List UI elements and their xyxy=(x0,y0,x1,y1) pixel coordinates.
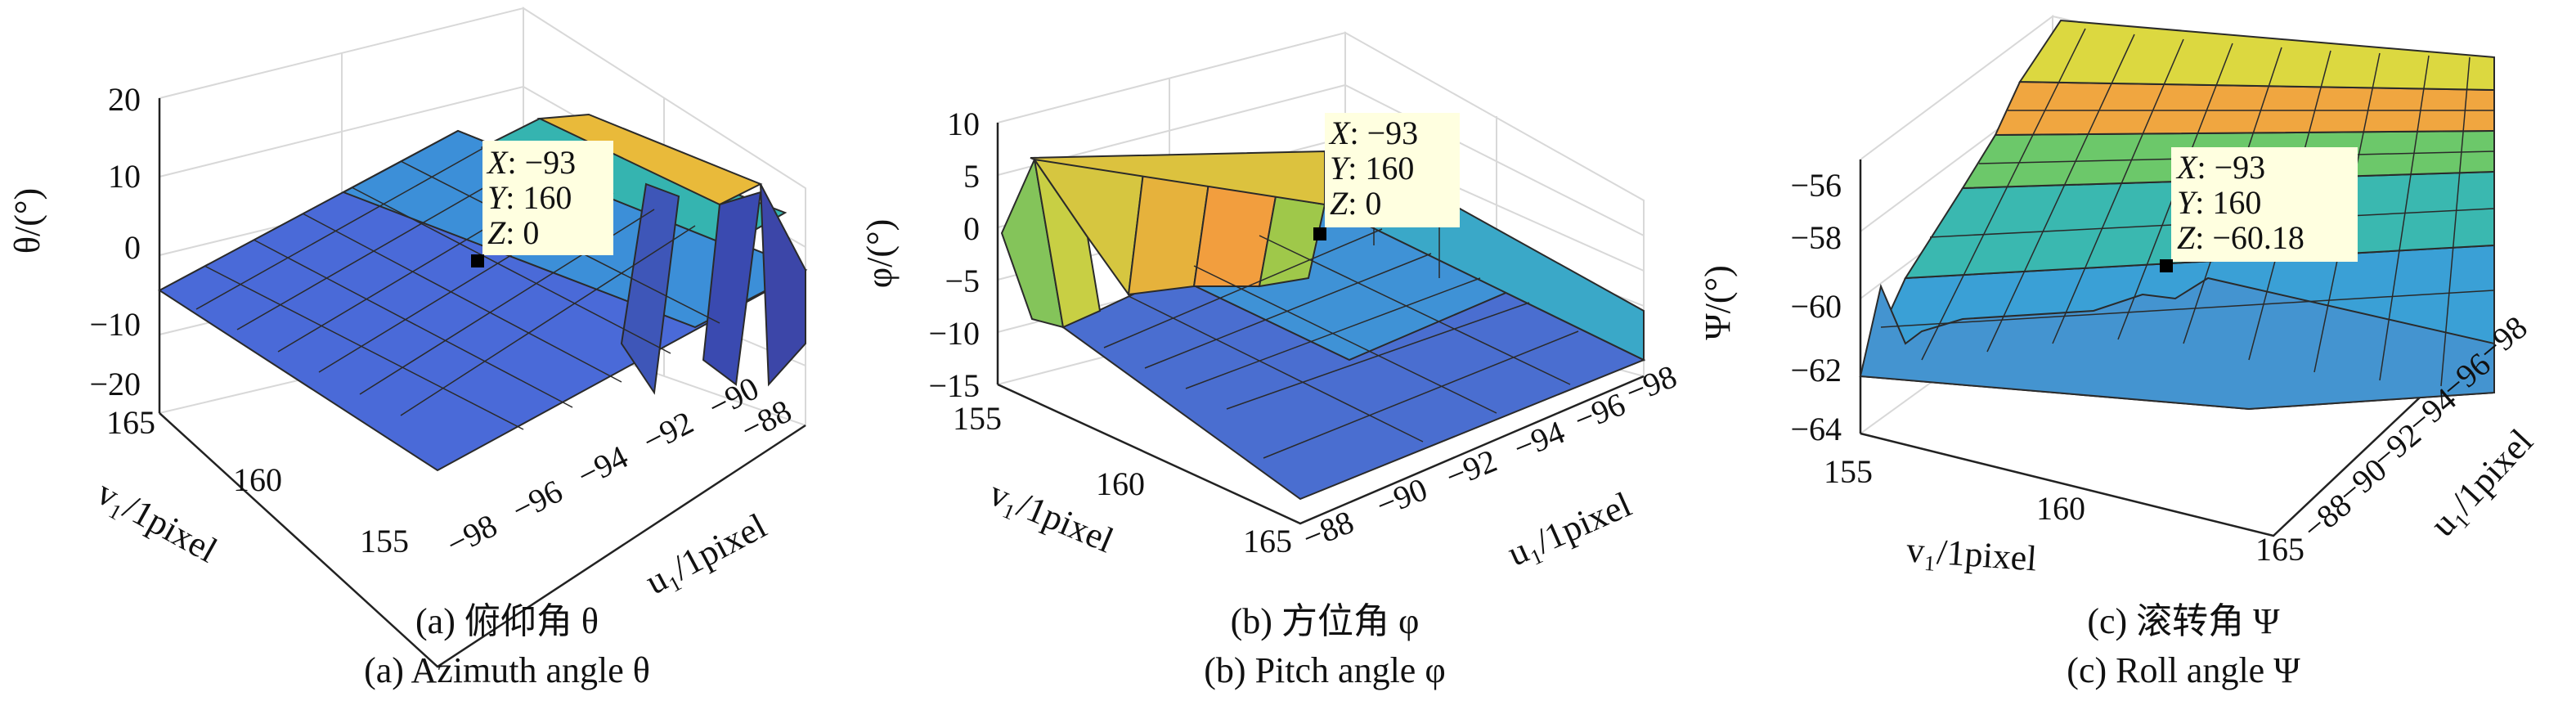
panel-c-datatip-marker xyxy=(2160,259,2173,272)
panel-a-z-ticks: 20 10 0 −10 −20 xyxy=(89,81,141,402)
panel-a-datatip-y: Y: 160 xyxy=(487,179,572,216)
panel-c-z-ticks: −56 −58 −60 −62 −64 xyxy=(1790,167,1842,447)
panel-b-x-tick: −96 xyxy=(1569,385,1631,438)
panel-c-chart: −56 −58 −60 −62 −64 Ψ/(°) 155 160 165 v₁… xyxy=(1698,15,2541,579)
panel-b-z-ticks: 10 5 0 −5 −10 −15 xyxy=(928,106,980,404)
panel-c-surface-orange xyxy=(1994,80,2495,137)
panel-a-floor-edges xyxy=(159,412,806,668)
panel-a-z-tick: 0 xyxy=(124,229,141,266)
panel-b-x-tick: −90 xyxy=(1371,470,1433,524)
panel-b-z-tick: −10 xyxy=(928,315,980,352)
panel-c-surface-yellow xyxy=(2018,19,2495,92)
panel-b-mesh xyxy=(1103,168,1579,459)
panel-b-y-ticks: 155 160 165 xyxy=(953,400,1292,559)
panel-a-mesh xyxy=(195,143,720,430)
panel-c-datatip-x: X: −93 xyxy=(2175,149,2265,186)
panel-c-z-tick: −64 xyxy=(1790,411,1842,447)
panel-b-caption-cn: (b) 方位角 φ xyxy=(1230,601,1420,641)
panel-c-y-ticks: 155 160 165 xyxy=(1824,453,2304,568)
panel-b-z-tick: 5 xyxy=(963,158,980,195)
panel-c-datatip-y: Y: 160 xyxy=(2177,184,2261,221)
panel-b-surface xyxy=(1000,146,1646,501)
panel-c-y-tick: 160 xyxy=(2036,490,2085,527)
panel-b-caption: (b) 方位角 φ (b) Pitch angle φ xyxy=(916,597,1734,695)
panel-c-datatip-z: Z: −60.18 xyxy=(2177,219,2304,256)
panel-c-x-label: u₁/1pixel xyxy=(2422,421,2541,544)
panel-c-y-tick: 165 xyxy=(2255,531,2304,568)
panel-a-y-tick: 155 xyxy=(360,523,409,559)
panel-b-x-tick: −92 xyxy=(1441,442,1502,495)
panel-a-z-tick: 20 xyxy=(108,81,141,118)
panel-a-datatip: X: −93 Y: 160 Z: 0 xyxy=(471,141,613,267)
panel-a-x-tick: −98 xyxy=(441,507,503,563)
panel-a-x-tick: −94 xyxy=(572,438,634,494)
panel-c-z-tick: −58 xyxy=(1790,219,1842,256)
panel-b-datatip-marker xyxy=(1313,227,1326,240)
panel-b-caption-en: (b) Pitch angle φ xyxy=(1204,650,1446,690)
panel-a-surface-right-drop xyxy=(760,183,806,387)
panel-b-datatip-z: Z: 0 xyxy=(1330,185,1381,222)
panel-a-surface-zigzag-2 xyxy=(702,191,762,386)
panel-b-datatip-box xyxy=(1325,113,1460,227)
panel-c-y-tick: 155 xyxy=(1824,453,1873,490)
panel-c-datatip-box xyxy=(2171,147,2358,262)
panel-c-caption: (c) 滚转角 Ψ (c) Roll angle Ψ xyxy=(1775,597,2576,695)
panel-c-surface-front-ridge xyxy=(1859,276,2495,411)
panel-c-z-tick: −62 xyxy=(1790,352,1842,389)
panel-a-z-tick: −20 xyxy=(89,366,141,402)
panel-a-y-tick: 160 xyxy=(233,461,282,498)
panel-a-datatip-box xyxy=(482,141,613,255)
panel-a-z-tick: 10 xyxy=(108,158,141,195)
panel-b-y-tick: 155 xyxy=(953,400,1002,437)
panel-a-caption-en: (a) Azimuth angle θ xyxy=(364,650,650,690)
panel-a-x-tick: −92 xyxy=(637,404,699,460)
panel-a-caption: (a) 俯仰角 θ (a) Azimuth angle θ xyxy=(98,597,916,695)
panel-a-datatip-marker xyxy=(471,254,484,267)
panel-c-caption-cn: (c) 滚转角 Ψ xyxy=(2087,601,2280,641)
panel-a-chart: 20 10 0 −10 −20 θ/(°) 155 160 165 v₁/1pi… xyxy=(7,7,808,668)
panel-b-y-tick: 165 xyxy=(1243,523,1292,559)
panel-c-z-tick: −56 xyxy=(1790,167,1842,204)
panel-b-floor-edges xyxy=(997,375,1645,525)
panel-a-datatip-x: X: −93 xyxy=(486,144,576,181)
panel-a-x-tick: −96 xyxy=(506,473,568,528)
panel-b-x-label: u₁/1pixel xyxy=(1501,484,1637,574)
panel-b-x-tick: −88 xyxy=(1298,503,1359,556)
panel-b-z-label: φ/(°) xyxy=(859,219,900,289)
panel-b-z-tick: −15 xyxy=(928,367,980,404)
panel-b-datatip: X: −93 Y: 160 Z: 0 xyxy=(1313,113,1460,240)
panel-a-y-label: v₁/1pixel xyxy=(90,472,223,570)
panel-c-y-label: v₁/1pixel xyxy=(1905,530,2039,579)
panel-a-caption-cn: (a) 俯仰角 θ xyxy=(415,601,599,641)
panel-b-y-tick: 160 xyxy=(1096,465,1145,502)
panel-c-z-tick: −60 xyxy=(1790,288,1842,325)
panel-a-x-label: u₁/1pixel xyxy=(639,506,773,602)
panel-a-y-ticks: 155 160 165 xyxy=(106,404,409,559)
panel-c-datatip: X: −93 Y: 160 Z: −60.18 xyxy=(2160,147,2358,272)
panel-b-z-tick: 0 xyxy=(963,210,980,247)
panel-b-datatip-y: Y: 160 xyxy=(1330,150,1414,186)
panel-b-chart: 10 5 0 −5 −10 −15 φ/(°) 155 160 165 v₁/1… xyxy=(859,31,1681,574)
panel-a-z-tick: −10 xyxy=(89,306,141,343)
panel-a-datatip-z: Z: 0 xyxy=(487,214,539,251)
panel-c-z-label: Ψ/(°) xyxy=(1698,265,1738,340)
panel-b-z-tick: 10 xyxy=(947,106,980,142)
panel-b-z-tick: −5 xyxy=(945,263,980,299)
panel-c-caption-en: (c) Roll angle Ψ xyxy=(2067,650,2300,690)
panel-b-datatip-x: X: −93 xyxy=(1328,115,1418,151)
panel-a-y-tick: 165 xyxy=(106,404,155,441)
panel-a-z-label: θ/(°) xyxy=(7,188,47,254)
panel-b-x-tick: −94 xyxy=(1509,413,1570,466)
